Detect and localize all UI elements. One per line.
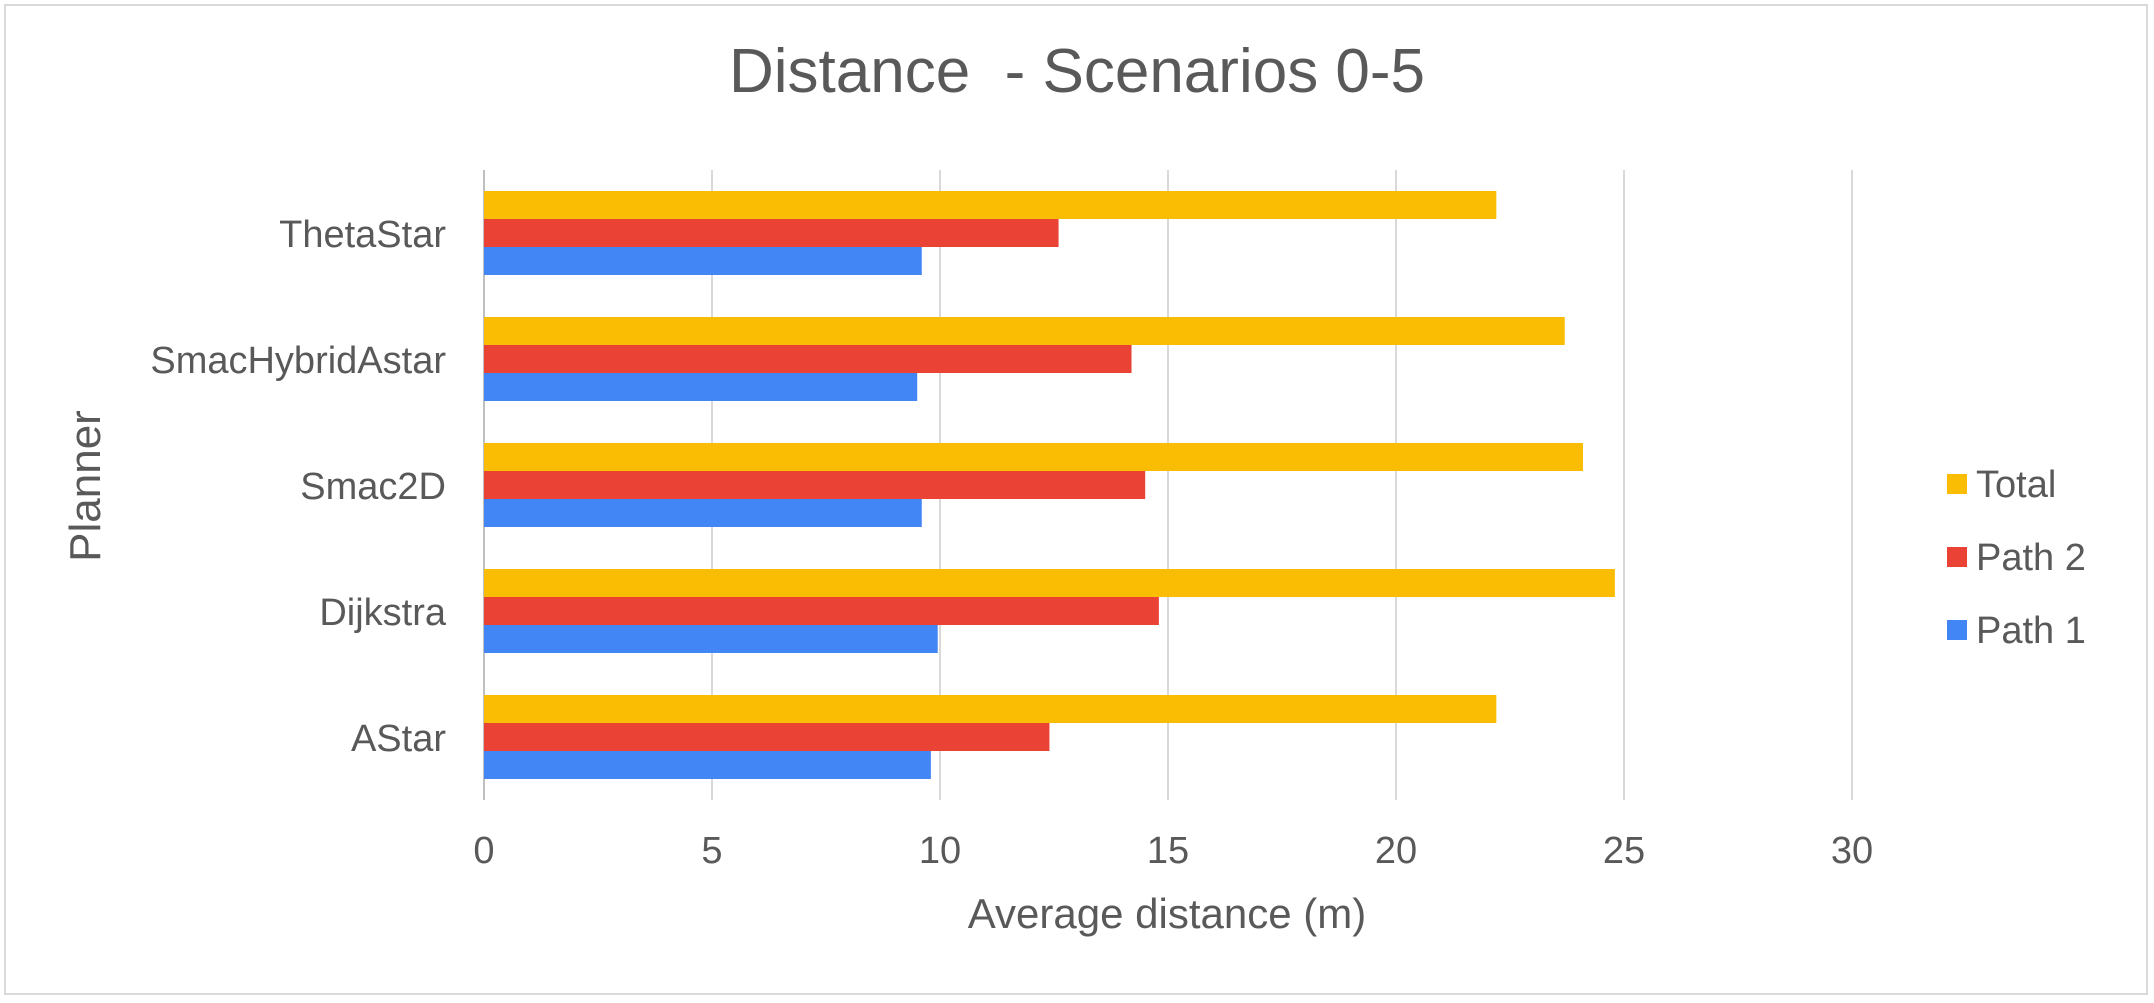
legend-swatch: [1947, 547, 1967, 567]
x-axis-title: Average distance (m): [968, 890, 1366, 937]
x-tick-label: 0: [473, 830, 494, 872]
x-tick-label: 10: [919, 830, 961, 872]
y-category-label: AStar: [351, 718, 446, 760]
x-tick-labels: 0 5 10 15 20 25 30: [473, 830, 1873, 872]
bar-path-2: [484, 597, 1159, 625]
y-category-label: ThetaStar: [279, 214, 446, 256]
bar-path-1: [484, 625, 938, 653]
bar-path-1: [484, 247, 922, 275]
chart-frame: [4, 4, 2148, 995]
chart-title: Distance - Scenarios 0-5: [729, 37, 1425, 106]
x-tick-label: 15: [1147, 830, 1189, 872]
y-category-labels: AStar Dijkstra Smac2D SmacHybridAstar ThetaS…: [150, 214, 446, 760]
bar-path-1: [484, 373, 918, 401]
bar-total: [484, 317, 1565, 345]
x-tick-label: 25: [1603, 830, 1645, 872]
y-axis-title: Planner: [61, 410, 110, 562]
bar-total: [484, 569, 1615, 597]
bar-total: [484, 695, 1497, 723]
bar-path-2: [484, 471, 1146, 499]
bar-path-2: [484, 723, 1050, 751]
bar-total: [484, 191, 1497, 219]
legend-item: Path 2: [1947, 537, 2086, 579]
bar-path-2: [484, 219, 1059, 247]
legend-item: Path 1: [1947, 610, 2086, 652]
y-category-label: Smac2D: [300, 466, 446, 508]
y-category-label: SmacHybridAstar: [150, 340, 446, 382]
x-tick-label: 30: [1831, 830, 1873, 872]
bar-path-1: [484, 499, 922, 527]
bar-path-2: [484, 345, 1132, 373]
legend-swatch: [1947, 620, 1967, 640]
bar-path-1: [484, 751, 931, 779]
y-category-label: Dijkstra: [319, 592, 447, 634]
bar-total: [484, 443, 1583, 471]
legend-label: Path 1: [1976, 610, 2086, 652]
legend-label: Path 2: [1976, 537, 2086, 579]
legend-swatch: [1947, 474, 1967, 494]
legend-item: Total: [1947, 464, 2056, 506]
x-tick-label: 20: [1375, 830, 1417, 872]
legend-label: Total: [1976, 464, 2056, 506]
legend: Total Path 2 Path 1: [1947, 464, 2086, 652]
x-tick-label: 5: [701, 830, 722, 872]
bars: [484, 191, 1615, 779]
